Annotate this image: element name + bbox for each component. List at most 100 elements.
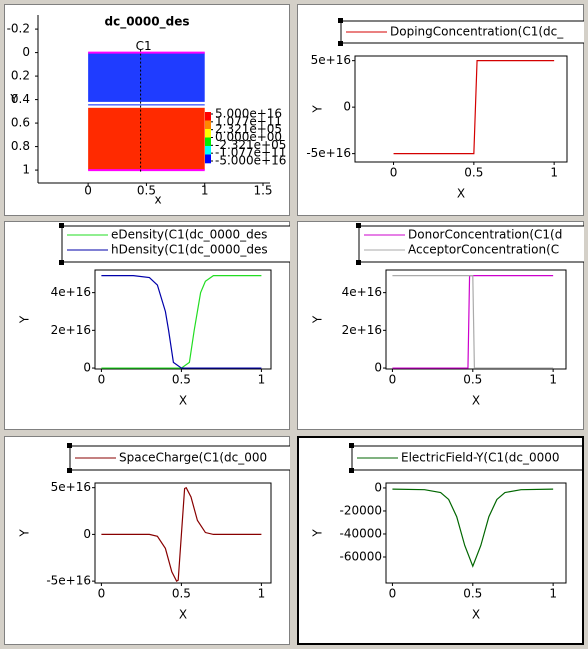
legend-box — [340, 20, 584, 44]
colorbar-label: -1.077e+11 — [215, 146, 286, 160]
series-line — [393, 60, 555, 155]
x-axis-title: x — [155, 193, 162, 207]
legend-label: ElectricField-Y(C1(dc_0000 — [401, 451, 560, 465]
colorbar-band — [205, 146, 211, 155]
y-tick-label: -5e+16 — [46, 574, 91, 588]
colorbar-band — [205, 129, 211, 138]
x-tick-label: 1.5 — [253, 184, 272, 198]
region — [88, 105, 205, 108]
panel: 0 2e+16 4e+16 0 0.5 1 X YeDensity(C1(dc_0000_de… — [4, 221, 290, 430]
panel: -60000 -40000 -20000 0 0 0.5 1 X Y ElectricField-… — [297, 436, 584, 645]
y-tick-label: -5e+16 — [306, 146, 351, 160]
region — [88, 101, 205, 105]
y-tick-label: -60000 — [339, 549, 382, 563]
plot-area — [354, 55, 568, 163]
legend-handle — [349, 468, 354, 473]
x-axis-title: X — [457, 187, 465, 201]
region — [88, 107, 205, 171]
x-tick-label: 0 — [98, 587, 106, 601]
colorbar-label: -5.000e+16 — [215, 154, 286, 168]
colorbar-band — [205, 137, 211, 147]
legend-handle — [349, 443, 354, 448]
x-tick-label: 0.5 — [137, 184, 156, 198]
legend-label: AcceptorConcentration(C — [408, 243, 559, 257]
selected-frame — [297, 436, 584, 645]
x-tick-label: 1 — [549, 373, 557, 387]
x-axis-title: X — [472, 394, 480, 408]
plot-area — [94, 269, 272, 370]
panel: dc_0000_des -0.2 0 0.2 0.4 0.6 0.8 1 0 0.5 1 1.5 x Y C… — [4, 4, 290, 216]
y-tick-label: 2e+16 — [342, 323, 382, 337]
panel: -5e+16 0 5e+16 0 0.5 1 X Y DopingConcentration(C… — [297, 4, 584, 216]
x-axis-title: X — [472, 608, 480, 622]
x-axis-title: X — [179, 608, 187, 622]
cutline-label: C1 — [136, 39, 152, 53]
y-tick-label: 4e+16 — [51, 285, 91, 299]
legend-label: eDensity(C1(dc_0000_des — [111, 228, 267, 242]
colorbar-label: 1.077e+11 — [215, 114, 282, 128]
x-tick-label: 0.5 — [172, 587, 191, 601]
y-tick-label: 5e+16 — [311, 53, 351, 67]
panel: 0 2e+16 4e+16 0 0.5 1 X Y DonorConcentration(C1(… — [297, 221, 584, 430]
y-axis-title: Y — [9, 92, 18, 106]
region — [88, 52, 205, 102]
series-line — [101, 275, 262, 369]
x-tick-label: 1 — [550, 166, 558, 180]
legend-handle — [338, 41, 343, 46]
colorbar-band — [205, 112, 211, 121]
y-axis-title: Y — [311, 529, 325, 538]
x-tick-label: 0.5 — [464, 166, 483, 180]
x-tick-label: 1 — [258, 373, 266, 387]
x-tick-label: 0 — [389, 373, 397, 387]
legend-label: hDensity(C1(dc_0000_des — [111, 243, 268, 257]
legend-handle — [59, 223, 64, 228]
y-tick-label: 0.6 — [11, 116, 30, 130]
y-tick-label: 0 — [83, 361, 91, 375]
x-tick-label: 1 — [258, 587, 266, 601]
x-tick-label: 0.5 — [463, 587, 482, 601]
y-tick-label: 0.8 — [11, 139, 30, 153]
panel: -5e+16 0 5e+16 0 0.5 1 X Y SpaceCharge(C1(dc_000 — [4, 436, 290, 645]
y-tick-label: 5e+16 — [51, 480, 91, 494]
x-tick-label: 1 — [549, 587, 557, 601]
x-tick-label: 0 — [389, 587, 397, 601]
legend-box — [358, 225, 584, 263]
legend-label: DonorConcentration(C1(d — [408, 228, 562, 242]
title: dc_0000_des — [105, 15, 190, 30]
region — [88, 104, 205, 106]
y-axis-title: Y — [311, 105, 325, 114]
x-tick-label: 0 — [390, 166, 398, 180]
y-tick-label: 0 — [374, 480, 382, 494]
y-tick-label: 0.2 — [11, 69, 30, 83]
colorbar-label: 0.000e+00 — [215, 130, 282, 144]
plot-area — [385, 269, 567, 370]
y-tick-label: 0 — [343, 100, 351, 114]
plot-area — [94, 482, 272, 584]
y-tick-label: 2e+16 — [51, 323, 91, 337]
y-tick-label: 0.4 — [11, 92, 30, 106]
x-tick-label: 0.5 — [172, 373, 191, 387]
y-tick-label: -40000 — [339, 526, 382, 540]
series-line — [101, 486, 262, 582]
legend-handle — [59, 260, 64, 265]
x-tick-label: 0 — [98, 373, 106, 387]
colorbar-label: 2.321e+05 — [215, 122, 282, 136]
x-tick-label: 0 — [84, 184, 92, 198]
legend-handle — [338, 18, 343, 23]
y-tick-label: 0 — [22, 45, 30, 59]
legend-label: SpaceCharge(C1(dc_000 — [119, 451, 267, 465]
plot-area — [385, 482, 567, 584]
y-tick-label: 0 — [374, 361, 382, 375]
y-axis-title: Y — [18, 315, 32, 324]
legend-handle — [67, 443, 72, 448]
y-tick-label: 0 — [83, 527, 91, 541]
series-line — [392, 275, 554, 369]
y-tick-label: -0.2 — [7, 22, 30, 36]
colorbar-label: 5.000e+16 — [215, 107, 282, 121]
legend-handle — [356, 223, 361, 228]
y-tick-label: 4e+16 — [342, 285, 382, 299]
legend-box — [61, 225, 290, 263]
x-tick-label: 0.5 — [463, 373, 482, 387]
